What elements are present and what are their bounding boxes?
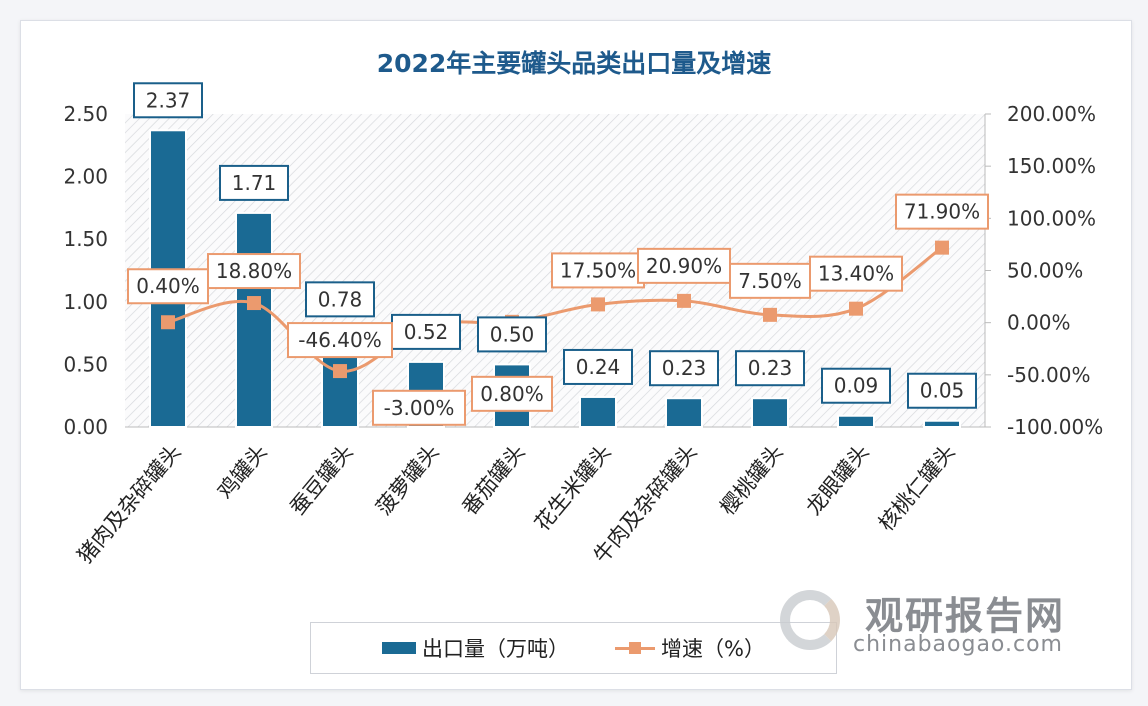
bar-data-label: 0.50 [490,322,535,346]
legend-label-growth: 增速（%） [661,637,765,661]
bar [923,419,961,428]
line-data-label-box [127,268,209,305]
left-axis-tick: 2.50 [63,102,108,126]
line-data-label: 0.80% [480,382,544,406]
bar-swatch-icon [382,642,417,654]
bar-data-label: 2.37 [146,88,191,112]
right-axis-tick: 150.00% [1007,154,1096,178]
watermark-en: chinabaogao.com [853,632,1063,657]
legend-label-export: 出口量（万吨） [422,637,570,661]
category-label: 樱桃罐头 [715,440,787,520]
category-label: 猪肉及杂碎罐头 [73,440,186,568]
right-axis-tick: 100.00% [1007,206,1096,230]
growth-marker [677,293,691,308]
bar [579,395,617,428]
left-axis-tick: 1.00 [63,290,108,314]
bar [665,397,703,429]
right-axis-tick: -50.00% [1007,363,1090,387]
bar-data-label: 0.09 [834,374,879,398]
line-data-label: -3.00% [384,396,455,420]
bar-data-label: 0.52 [404,320,449,344]
left-axis-tick: 0.50 [63,352,108,376]
line-data-label-box [287,322,393,359]
bar-data-label: 0.23 [662,356,707,380]
line-data-label-box [637,247,731,284]
growth-marker [247,296,261,311]
category-label: 番茄罐头 [457,440,529,520]
left-axis-tick: 1.50 [63,227,108,251]
legend-item-export: 出口量（万吨） [382,633,569,663]
line-data-label: 20.90% [646,254,722,278]
bar [837,414,875,428]
bar-data-label-box [477,316,547,353]
right-axis-tick: 50.00% [1007,259,1083,283]
right-axis-tick: 200.00% [1007,102,1096,126]
line-swatch-icon [615,641,656,655]
right-axis-tick: -100.00% [1007,415,1103,439]
line-data-label-box [207,253,301,290]
watermark-logo-icon [780,590,840,650]
bar-data-label: 0.24 [576,355,621,379]
category-label: 花生米罐头 [530,440,616,536]
category-label: 蚕豆罐头 [285,440,357,520]
bar-data-label-box [133,82,203,119]
category-label: 菠萝罐头 [371,440,443,520]
line-data-label: 18.80% [216,259,292,283]
line-data-label: 71.90% [904,200,980,224]
category-label: 鸡罐头 [213,440,272,504]
growth-marker [333,364,347,379]
bar-data-label-box [821,367,891,404]
category-label: 核桃仁罐头 [874,440,960,536]
bar-data-label-box [563,348,633,385]
left-axis-tick: 0.00 [63,415,108,439]
chart-title: 2022年主要罐头品类出口量及增速 [377,49,772,78]
watermark: 观研报告网 chinabaogao.com [780,585,1080,665]
line-data-label: 17.50% [560,258,636,282]
line-data-label: 13.40% [818,262,894,286]
bar-data-label: 0.78 [318,287,363,311]
line-data-label-box [809,255,903,292]
line-data-label-box [895,193,989,230]
growth-marker [763,307,777,322]
legend: 出口量（万吨） 增速（%） [310,622,837,674]
bar-data-label-box [907,372,977,409]
bar [235,211,273,428]
growth-marker [935,240,949,255]
bar-data-label-box [219,164,289,201]
bar-data-label: 0.05 [920,379,965,403]
legend-item-growth: 增速（%） [615,633,765,663]
line-data-label: 7.50% [738,269,802,293]
line-data-label-box [372,389,466,426]
growth-marker [849,301,863,316]
bar-data-label: 0.23 [748,356,793,380]
line-data-label: -46.40% [298,328,381,352]
watermark-cn: 观研报告网 [865,594,1066,638]
bar [751,397,789,429]
left-axis-tick: 2.00 [63,165,108,189]
line-data-label: 0.40% [136,274,200,298]
growth-marker [161,315,175,330]
category-label: 龙眼罐头 [801,440,873,520]
bar-data-label-box [649,350,719,387]
bar-data-label-box [735,350,805,387]
line-data-label-box [471,375,553,412]
bar-data-label: 1.71 [232,171,277,195]
line-data-label-box [551,252,645,289]
bar-data-label-box [305,281,375,318]
right-axis-tick: 0.00% [1007,311,1071,335]
growth-marker [591,297,605,312]
